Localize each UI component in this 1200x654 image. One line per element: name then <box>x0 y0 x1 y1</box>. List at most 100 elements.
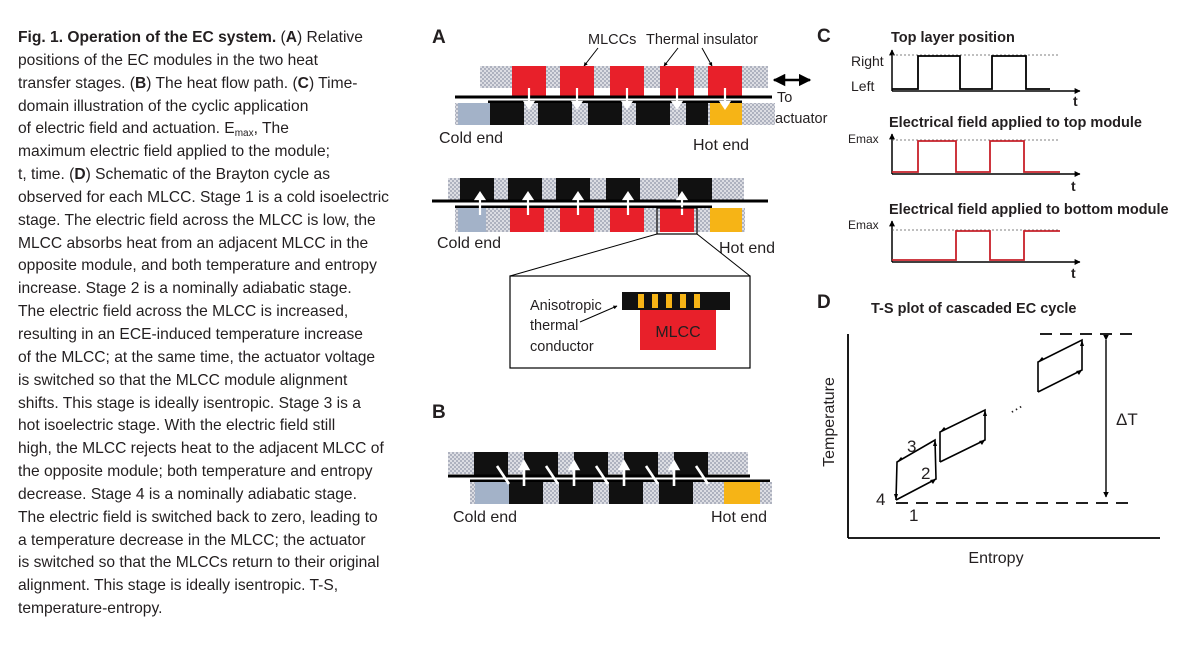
caption-run: resulting in an ECE-induced temperature … <box>18 325 363 343</box>
caption-line: a temperature decrease in the MLCC; the … <box>18 530 400 553</box>
figure-caption: Fig. 1. Operation of the EC system. (A) … <box>18 27 400 621</box>
caption-run: decrease. Stage 4 is a nominally adiabat… <box>18 485 357 503</box>
caption-run: ) The heat flow path. ( <box>146 74 298 92</box>
panel-a: A MLCCs Thermal insulator <box>432 27 828 369</box>
caption-subscript: max <box>234 128 254 140</box>
c-title-position: Top layer position <box>891 30 1015 46</box>
caption-line: positions of the EC modules in the two h… <box>18 50 400 73</box>
inset-conductor: conductor <box>530 339 594 355</box>
caption-run: temperature-entropy. <box>18 600 163 618</box>
inset-thermal: thermal <box>530 318 578 334</box>
caption-run: transfer stages. ( <box>18 74 135 92</box>
hot-end-block <box>710 103 742 125</box>
caption-bold-run: B <box>135 74 147 92</box>
inset-connector <box>696 233 751 277</box>
panel-c: C Top layer position Right Left t Electr… <box>817 26 1169 281</box>
caption-run: , The <box>253 120 289 138</box>
stage-2-label: 2 <box>921 464 930 483</box>
c2-emax-label: Emax <box>848 132 879 146</box>
conductor-stripes <box>638 294 700 308</box>
caption-run: is switched so that the MLCCs return to … <box>18 554 380 572</box>
caption-run: hot isoelectric stage. With the electric… <box>18 417 336 435</box>
caption-line: domain illustration of the cyclic applic… <box>18 96 400 119</box>
b-bottom-black-row <box>509 482 693 504</box>
inset-anisotropic: Anisotropic <box>530 298 602 314</box>
b-heat-flow-path <box>495 459 710 486</box>
caption-line: maximum electric field applied to the mo… <box>18 141 400 164</box>
panel-b-letter: B <box>432 402 446 423</box>
hot-end-label-2: Hot end <box>719 240 775 257</box>
caption-line: stage. The electric field across the MLC… <box>18 210 400 233</box>
caption-run: high, the MLCC rejects heat to the adjac… <box>18 440 384 458</box>
caption-line: high, the MLCC rejects heat to the adjac… <box>18 438 400 461</box>
cycle-arrowheads <box>894 340 1084 500</box>
caption-run: stage. The electric field across the MLC… <box>18 211 376 229</box>
hot-end-label-1: Hot end <box>693 137 749 154</box>
caption-line: temperature-entropy. <box>18 598 400 621</box>
caption-run: positions of the EC modules in the two h… <box>18 51 318 69</box>
caption-run: ) Relative <box>297 29 363 46</box>
b-cold-end-block <box>475 482 509 504</box>
caption-line: The electric field is switched back to z… <box>18 507 400 530</box>
inset-connector <box>509 233 658 277</box>
inset-highlight-box <box>656 207 698 235</box>
bottom-black-row <box>490 103 708 125</box>
insulator-leader-arrow <box>663 47 679 67</box>
caption-line: opposite module, and both temperature an… <box>18 255 400 278</box>
caption-line: of the MLCC; at the same time, the actua… <box>18 347 400 370</box>
caption-run: maximum electric field applied to the mo… <box>18 143 331 161</box>
cycle-2 <box>939 408 986 463</box>
right-label: Right <box>851 53 884 69</box>
cycle-n <box>1037 338 1083 393</box>
insulator-strip-bottom-2 <box>455 208 745 232</box>
panel-d-letter: D <box>817 292 831 313</box>
caption-run: is switched so that the MLCC module alig… <box>18 371 348 389</box>
caption-line: the opposite module; both temperature an… <box>18 461 400 484</box>
c3-emax-label: Emax <box>848 218 879 232</box>
caption-run: of electric field and actuation. E <box>18 120 235 138</box>
caption-run: observed for each MLCC. Stage 1 is a col… <box>18 188 389 206</box>
caption-run: ) Time- <box>308 74 358 92</box>
cold-end-block <box>458 103 490 125</box>
thermal-insulator-label: Thermal insulator <box>646 32 758 48</box>
caption-bold-run: A <box>285 29 298 46</box>
heat-flow-arrows-down <box>522 88 732 110</box>
c1-t-label: t <box>1073 93 1078 109</box>
c2-t-label: t <box>1071 178 1076 194</box>
d-title: T-S plot of cascaded EC cycle <box>871 301 1077 317</box>
caption-line: transfer stages. (B) The heat flow path.… <box>18 73 400 96</box>
b-top-black-row <box>474 452 708 476</box>
caption-run: domain illustration of the cyclic applic… <box>18 97 309 115</box>
caption-line: resulting in an ECE-induced temperature … <box>18 324 400 347</box>
to-label: To <box>777 90 792 106</box>
caption-run: MLCC absorbs heat from an adjacent MLCC … <box>18 234 369 252</box>
caption-line: alignment. This stage is ideally isentro… <box>18 575 400 598</box>
cold-end-block-2 <box>458 208 486 232</box>
b-cold-end-label: Cold end <box>453 509 517 526</box>
caption-run: t, time. ( <box>18 166 75 184</box>
panel-d: D T-S plot of cascaded EC cycle Temperat… <box>817 292 1160 567</box>
inset-mlcc-block <box>640 310 716 350</box>
inset-leader-arrow <box>579 305 618 323</box>
delta-t-label: ΔT <box>1116 410 1138 429</box>
b-hot-end-label: Hot end <box>711 509 767 526</box>
panel-c-letter: C <box>817 26 831 47</box>
caption-run: shifts. This stage is ideally isentropic… <box>18 394 361 412</box>
caption-run: of the MLCC; at the same time, the actua… <box>18 348 376 366</box>
mlccs-leader-arrow <box>583 47 599 67</box>
actuator-label: actuator <box>775 111 828 127</box>
caption-line: of electric field and actuation. Emax, T… <box>18 118 400 141</box>
caption-run: opposite module, and both temperature an… <box>18 257 377 275</box>
top-field-signal <box>892 140 1060 173</box>
caption-bold-run: Fig. 1. Operation of the EC system. <box>18 29 277 46</box>
cold-end-label-2: Cold end <box>437 235 501 252</box>
c-title-top-field: Electrical field applied to top module <box>889 115 1142 131</box>
caption-line: t, time. (D) Schematic of the Brayton cy… <box>18 164 400 187</box>
caption-run: alignment. This stage is ideally isentro… <box>18 577 339 595</box>
caption-line: shifts. This stage is ideally isentropic… <box>18 393 400 416</box>
cold-end-label-1: Cold end <box>439 130 503 147</box>
b-hot-end-block <box>724 482 760 504</box>
bottom-field-signal <box>892 230 1060 261</box>
caption-run: The electric field is switched back to z… <box>18 508 378 526</box>
